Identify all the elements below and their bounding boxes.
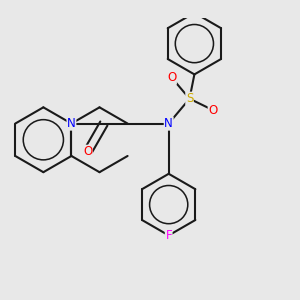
Text: N: N <box>164 117 173 130</box>
Text: F: F <box>165 229 172 242</box>
Text: N: N <box>67 117 76 130</box>
Text: O: O <box>167 71 176 84</box>
Text: S: S <box>186 92 193 105</box>
Text: O: O <box>208 103 218 117</box>
Text: O: O <box>83 145 92 158</box>
